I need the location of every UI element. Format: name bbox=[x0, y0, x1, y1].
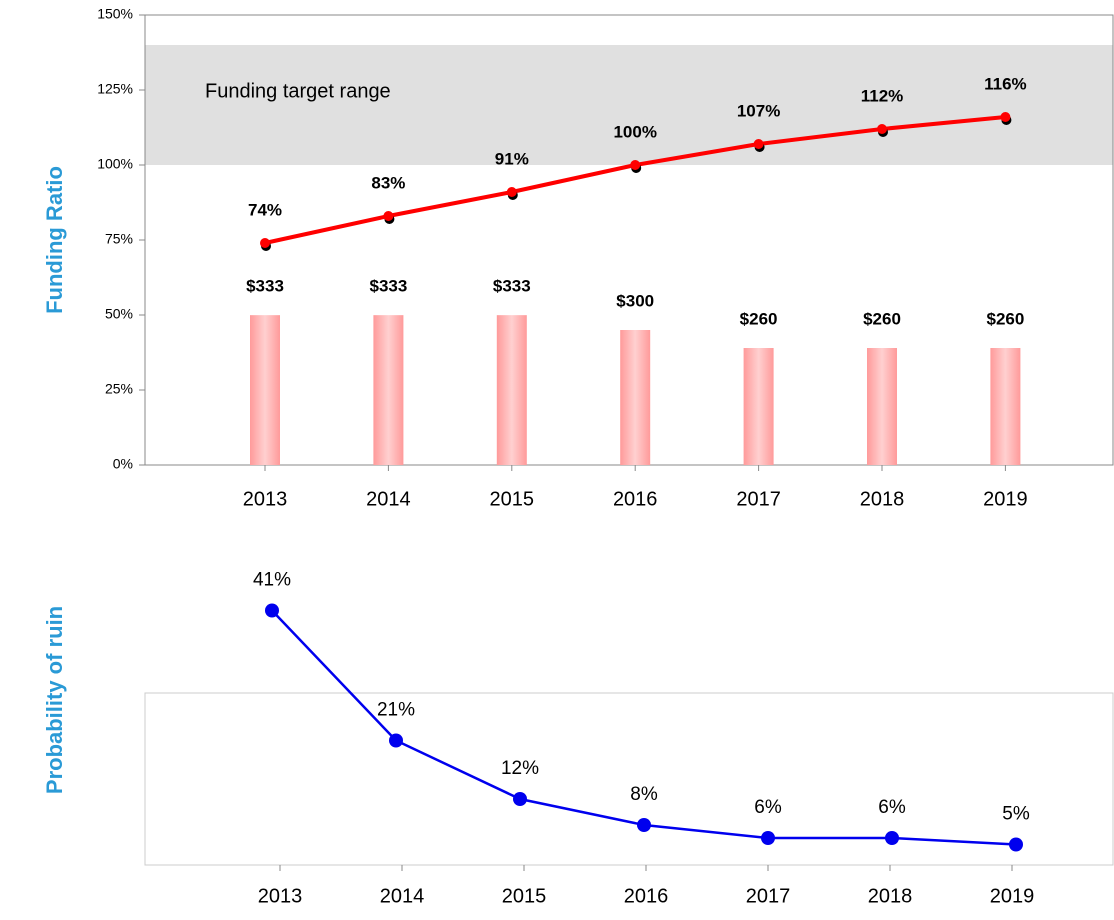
y-tick-label: 25% bbox=[105, 381, 133, 397]
line-value-label: 6% bbox=[878, 797, 906, 818]
line-value-label: 21% bbox=[377, 700, 415, 721]
bar-value-label: $333 bbox=[493, 277, 531, 296]
x-tick-label: 2017 bbox=[746, 885, 791, 907]
x-tick-label: 2013 bbox=[243, 488, 288, 510]
y-axis-title: Funding Ratio bbox=[42, 166, 67, 314]
y-tick-label: 150% bbox=[97, 6, 133, 22]
bar-value-label: $260 bbox=[863, 309, 901, 328]
line-value-label: 116% bbox=[984, 74, 1027, 93]
x-tick-label: 2014 bbox=[380, 885, 425, 907]
x-tick-label: 2018 bbox=[860, 488, 905, 510]
x-tick-label: 2016 bbox=[624, 885, 669, 907]
y-axis-title: Probability of ruin bbox=[42, 606, 67, 794]
marker bbox=[637, 818, 651, 832]
line-value-label: 5% bbox=[1002, 804, 1030, 825]
marker bbox=[260, 238, 270, 248]
marker bbox=[506, 187, 517, 197]
line-value-label: 83% bbox=[371, 173, 405, 192]
target-range-label: Funding target range bbox=[205, 80, 391, 102]
y-tick-label: 50% bbox=[105, 306, 133, 322]
x-tick-label: 2017 bbox=[736, 488, 781, 510]
bar-value-label: $300 bbox=[616, 291, 654, 310]
marker bbox=[1000, 112, 1011, 122]
bar bbox=[373, 315, 404, 465]
x-tick-label: 2019 bbox=[983, 488, 1028, 510]
bar bbox=[743, 348, 774, 465]
line-value-label: 112% bbox=[861, 86, 904, 105]
x-tick-label: 2019 bbox=[990, 885, 1035, 907]
x-tick-label: 2015 bbox=[490, 488, 535, 510]
marker bbox=[877, 124, 887, 134]
marker bbox=[630, 160, 641, 170]
bar-value-label: $333 bbox=[246, 277, 284, 296]
line-value-label: 74% bbox=[248, 200, 282, 219]
x-tick-label: 2014 bbox=[366, 488, 411, 510]
target-range bbox=[145, 45, 1113, 165]
x-tick-label: 2018 bbox=[868, 885, 913, 907]
bar-value-label: $333 bbox=[369, 277, 407, 296]
line-value-label: 6% bbox=[754, 797, 782, 818]
y-tick-label: 75% bbox=[105, 231, 133, 247]
line-value-label: 12% bbox=[501, 758, 539, 779]
marker bbox=[383, 211, 394, 221]
marker bbox=[885, 831, 899, 845]
bar bbox=[990, 348, 1021, 465]
bar-value-label: $260 bbox=[986, 309, 1024, 328]
marker bbox=[389, 733, 403, 748]
marker bbox=[1009, 837, 1023, 852]
line-value-label: 91% bbox=[495, 149, 529, 168]
plot-frame bbox=[144, 692, 1114, 866]
bar bbox=[620, 330, 651, 465]
line-value-label: 8% bbox=[630, 784, 658, 805]
bar bbox=[867, 348, 897, 465]
marker bbox=[753, 139, 764, 149]
line-value-label: 100% bbox=[613, 122, 656, 141]
bar bbox=[250, 315, 280, 465]
bar bbox=[496, 315, 527, 465]
y-tick-label: 0% bbox=[113, 456, 133, 472]
bar-value-label: $260 bbox=[740, 309, 778, 328]
marker bbox=[761, 831, 775, 845]
marker bbox=[265, 603, 279, 618]
x-tick-label: 2013 bbox=[258, 885, 303, 907]
y-tick-label: 125% bbox=[97, 81, 133, 97]
x-tick-label: 2015 bbox=[502, 885, 547, 907]
line-value-label: 107% bbox=[737, 101, 780, 120]
x-tick-label: 2016 bbox=[613, 488, 658, 510]
y-tick-label: 100% bbox=[97, 156, 133, 172]
line-value-label: 41% bbox=[253, 570, 291, 591]
marker bbox=[513, 792, 527, 806]
